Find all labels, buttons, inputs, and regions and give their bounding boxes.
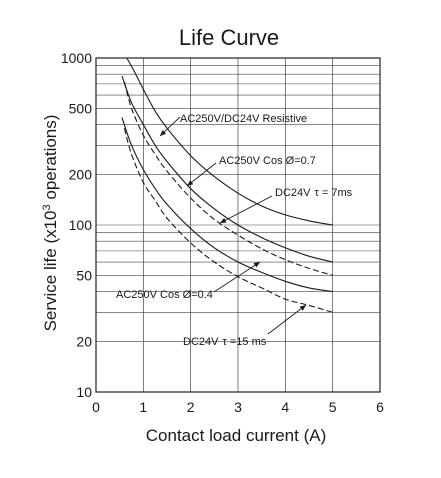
annotation-arrowhead — [253, 262, 260, 268]
y-axis-label-prefix: Service life (x10 — [41, 210, 60, 331]
series-annotation-4: AC250V Cos Ø=0.4 — [116, 261, 261, 301]
y-tick-label: 500 — [69, 100, 93, 116]
x-tick-label: 4 — [281, 399, 289, 415]
annotation-arrowhead — [299, 305, 306, 311]
annotation-arrowhead — [220, 217, 227, 223]
x-axis-label: Contact load current (A) — [146, 426, 326, 445]
series-annotation-2: AC250V Cos Ø=0.7 — [186, 155, 316, 187]
annotation-layer: AC250V/DC24V Resistive AC250V Cos Ø=0.7 DC… — [116, 113, 353, 348]
y-tick-label: 1000 — [61, 50, 92, 66]
series-line-4 — [121, 117, 333, 293]
annotation-label: DC24V τ = 7ms — [275, 187, 353, 199]
y-tick-label: 10 — [76, 384, 92, 400]
x-tick-label: 6 — [376, 399, 384, 415]
series-annotation-1: AC250V/DC24V Resistive — [159, 113, 307, 137]
y-tick-label: 100 — [69, 217, 93, 233]
series-line-5 — [123, 128, 333, 313]
y-axis-label-superscript: 3 — [41, 204, 53, 210]
x-tick-label: 3 — [234, 399, 242, 415]
annotation-label-part: DC24V — [183, 336, 219, 348]
annotation-leader — [219, 195, 273, 224]
annotation-label-part: =15 ms — [227, 336, 267, 348]
y-tick-label: 200 — [69, 167, 93, 183]
annotation-label-part: AC250V Cos Ø=0.7 — [219, 155, 316, 167]
annotation-leader — [186, 162, 217, 187]
y-axis-ticks: 10 20 50 100 200 500 1000 — [61, 50, 92, 400]
annotation-leader — [267, 304, 307, 335]
annotation-label: AC250V Cos Ø=0.7 — [219, 155, 316, 167]
series-annotation-5: DC24V τ =15 ms — [183, 304, 307, 348]
annotation-leader — [213, 261, 261, 293]
annotation-label-part: AC250V Cos Ø=0.4 — [116, 289, 213, 301]
annotation-label-part: = 7ms — [319, 187, 353, 199]
annotation-label-part: τ — [222, 336, 227, 348]
y-axis-label: Service life (x103 operations) — [41, 115, 60, 332]
series-layer — [121, 57, 333, 313]
annotation-label: AC250V Cos Ø=0.4 — [116, 289, 213, 301]
y-tick-label: 50 — [76, 267, 92, 283]
series-line-1 — [126, 57, 333, 226]
annotation-label: DC24V τ =15 ms — [183, 336, 267, 348]
series-line-3 — [123, 81, 333, 276]
x-tick-label: 2 — [187, 399, 195, 415]
annotation-label: AC250V/DC24V Resistive — [180, 113, 307, 125]
annotation-arrowhead — [187, 180, 194, 186]
x-axis-ticks: 0 1 2 3 4 5 6 — [92, 399, 384, 415]
y-tick-label: 20 — [76, 334, 92, 350]
x-tick-label: 5 — [329, 399, 337, 415]
x-tick-label: 0 — [92, 399, 100, 415]
annotation-label-part: AC250V/DC24V Resistive — [180, 113, 307, 125]
y-axis-label-suffix: operations) — [41, 115, 60, 205]
series-line-2 — [121, 75, 333, 263]
series-annotation-3: DC24V τ = 7ms — [219, 187, 353, 224]
plot-frame — [95, 57, 381, 393]
chart-title: Life Curve — [179, 25, 279, 50]
annotation-label-part: DC24V — [275, 187, 311, 199]
annotation-arrowhead — [160, 129, 167, 136]
x-tick-label: 1 — [139, 399, 147, 415]
annotation-label-part: τ — [314, 187, 319, 199]
